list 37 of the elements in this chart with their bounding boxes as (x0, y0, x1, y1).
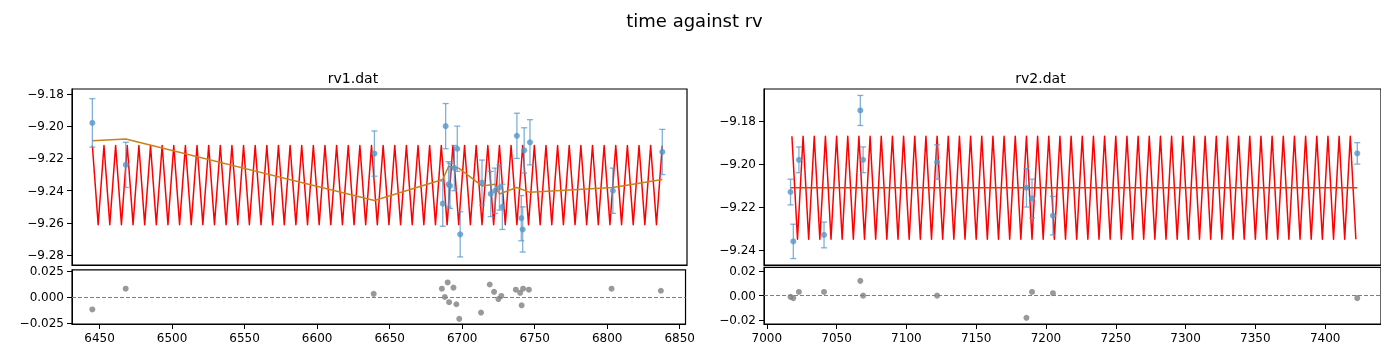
x-tick-label: 6750 (519, 331, 550, 345)
x-tick-label: 6800 (591, 331, 623, 345)
x-tick-label: 7150 (960, 331, 992, 345)
y-tick-label: −0.025 (19, 315, 64, 330)
y-tick-label: 0.025 (29, 264, 64, 278)
y-tick-label: −9.24 (719, 242, 756, 257)
y-tick-label: 0.02 (729, 264, 756, 278)
y-tick-label: −9.26 (27, 216, 64, 231)
x-tick-label: 7350 (1240, 331, 1271, 345)
x-tick-label: 7000 (751, 331, 783, 345)
x-tick-label: 7400 (1309, 331, 1341, 345)
x-tick-label: 7200 (1030, 331, 1062, 345)
x-tick-label: 6450 (84, 331, 115, 345)
chart-title: rv1.dat (327, 70, 379, 86)
y-tick-label: −9.22 (27, 151, 64, 166)
x-tick-label: 7300 (1170, 331, 1201, 345)
x-tick-label: 6550 (229, 331, 260, 345)
y-tick-label: −0.02 (719, 313, 756, 328)
y-tick-label: −9.18 (719, 114, 756, 129)
y-tick-label: 0.000 (29, 289, 64, 304)
chart-title: rv2.dat (1015, 70, 1067, 86)
x-tick-label: 7050 (821, 331, 852, 345)
x-tick-label: 6850 (664, 331, 695, 345)
y-tick-label: −9.20 (719, 157, 756, 172)
y-tick-label: −9.20 (27, 119, 64, 134)
x-tick-label: 6700 (446, 331, 478, 345)
y-tick-label: −9.18 (27, 86, 64, 101)
y-tick-label: −9.28 (27, 248, 64, 263)
x-tick-label: 7100 (891, 331, 922, 345)
y-tick-label: −9.24 (27, 183, 64, 198)
x-tick-label: 6500 (156, 331, 188, 345)
x-tick-label: 6600 (301, 331, 333, 345)
text: time against rv (625, 10, 764, 31)
x-tick-label: 6650 (374, 331, 405, 345)
y-tick-label: 0.00 (729, 288, 756, 303)
y-tick-label: −9.22 (719, 200, 756, 215)
x-tick-label: 7250 (1100, 331, 1132, 345)
